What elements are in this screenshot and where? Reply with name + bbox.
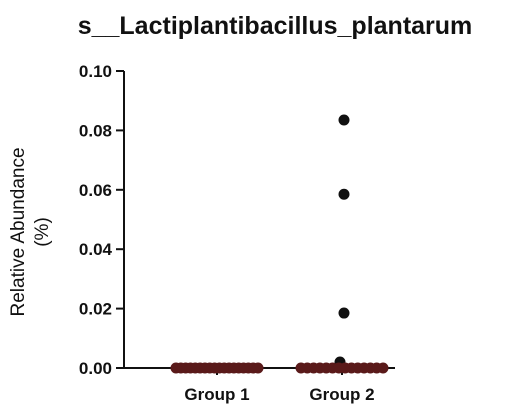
data-point-2-1 xyxy=(338,114,350,126)
y-tick-label: 0.04 xyxy=(79,240,113,259)
y-axis-label-line-1: Relative Abundance xyxy=(8,147,29,316)
y-tick-label: 0.06 xyxy=(79,181,112,200)
data-point-1-18 xyxy=(252,362,264,374)
y-axis: 0.00 0.02 0.04 0.06 0.08 0.10 xyxy=(79,62,125,378)
x-tick-label: Group 2 xyxy=(309,385,374,404)
y-axis-label-line-2: (%) xyxy=(32,217,53,247)
data-point-2-3 xyxy=(338,307,350,319)
y-tick-label: 0.08 xyxy=(79,121,112,140)
y-tick-label: 0.02 xyxy=(79,300,112,319)
chart-title: s__Lactiplantibacillus_plantarum xyxy=(78,12,473,40)
y-tick-label: 0.00 xyxy=(79,359,112,378)
y-tick-label: 0.10 xyxy=(79,62,112,81)
data-points xyxy=(170,114,389,374)
data-point-2-2 xyxy=(338,188,350,200)
y-axis-label: Relative Abundance (%) xyxy=(8,147,53,316)
x-tick-label: Group 1 xyxy=(184,385,249,404)
data-point-2-18 xyxy=(377,362,389,374)
x-axis: Group 1 Group 2 xyxy=(124,367,395,404)
